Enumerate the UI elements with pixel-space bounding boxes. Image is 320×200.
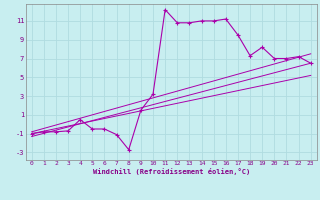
X-axis label: Windchill (Refroidissement éolien,°C): Windchill (Refroidissement éolien,°C) xyxy=(92,168,250,175)
